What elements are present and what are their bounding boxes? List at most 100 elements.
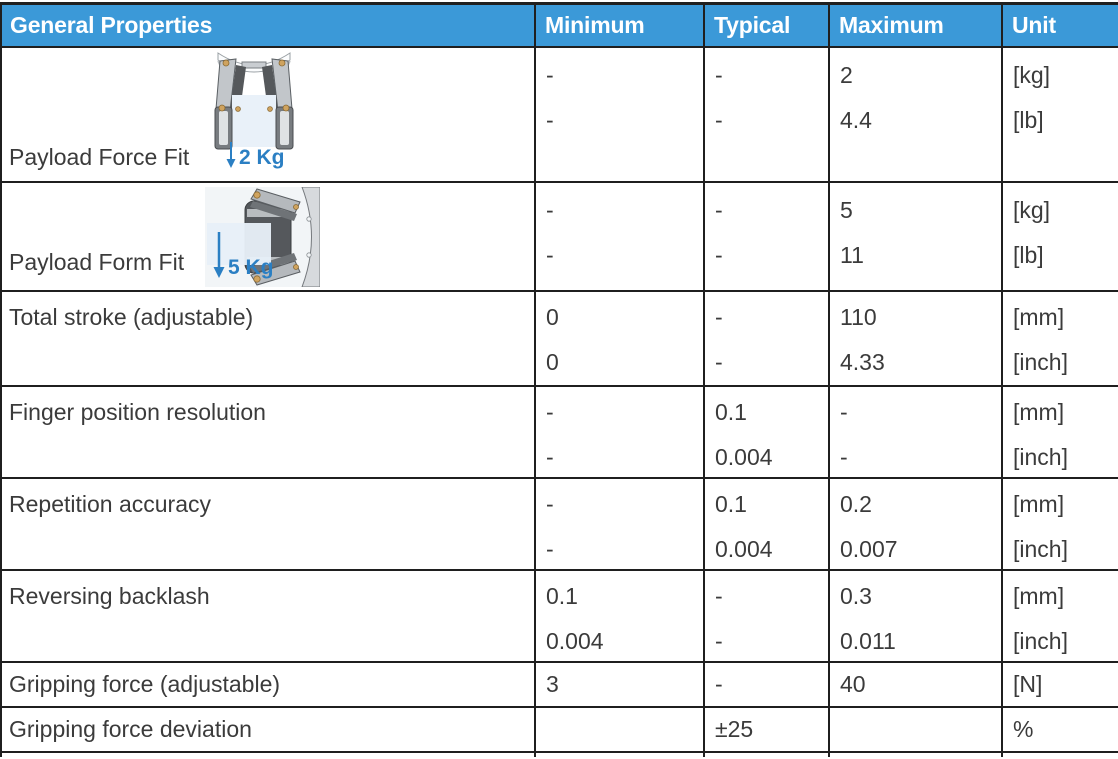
value-line: -: [840, 444, 848, 470]
value-line: 5: [840, 197, 853, 223]
cell-minimum: - -: [536, 479, 705, 571]
value-line: 0.1: [715, 399, 747, 425]
cell-maximum: [830, 708, 1003, 753]
clipped-row-cell: [536, 753, 705, 757]
cell-maximum: 2 4.4: [830, 48, 1003, 183]
value-line: -: [546, 107, 554, 133]
value-line: -: [715, 349, 723, 375]
property-name: Gripping force (adjustable): [9, 671, 281, 697]
unit-line: [mm]: [1013, 399, 1065, 425]
value-line: -: [546, 242, 554, 268]
cell-maximum: 110 4.33: [830, 292, 1003, 387]
cell-typical: 0.1 0.004: [705, 479, 830, 571]
gripper-form-fit-image: [205, 187, 320, 287]
cell-unit: [mm] [inch]: [1003, 479, 1118, 571]
cell-maximum: 5 11: [830, 183, 1003, 292]
value-line: 0: [546, 304, 559, 330]
cell-minimum: - -: [536, 387, 705, 479]
row-reversing-backlash-property: Reversing backlash: [0, 571, 536, 663]
row-payload-form-fit-property: 5 Kg Payload Form Fit: [0, 183, 536, 292]
value-line: -: [546, 62, 554, 88]
value-line: [840, 708, 1001, 751]
row-finger-position-resolution-property: Finger position resolution: [0, 387, 536, 479]
column-header-unit: Unit: [1003, 2, 1118, 48]
value-line: -: [715, 107, 723, 133]
value-line: -: [546, 536, 554, 562]
value-line: 0: [546, 349, 559, 375]
unit-line: [lb]: [1013, 242, 1044, 268]
row-repetition-accuracy-property: Repetition accuracy: [0, 479, 536, 571]
unit-line: [inch]: [1013, 628, 1068, 654]
value-line: ±25: [715, 716, 754, 742]
value-line: -: [546, 197, 554, 223]
property-name: Reversing backlash: [9, 583, 210, 609]
cell-typical: - -: [705, 571, 830, 663]
value-line: -: [715, 304, 723, 330]
cell-minimum: - -: [536, 48, 705, 183]
property-name: Payload Force Fit: [9, 144, 190, 170]
column-header-typical: Typical: [705, 2, 830, 48]
value-line: [546, 708, 703, 751]
value-line: -: [546, 444, 554, 470]
cell-maximum: - -: [830, 387, 1003, 479]
payload-weight-label: 5 Kg: [228, 256, 274, 279]
value-line: -: [715, 628, 723, 654]
row-gripping-force-deviation-property: Gripping force deviation: [0, 708, 536, 753]
value-line: 0.004: [715, 444, 773, 470]
clipped-row-cell: [705, 753, 830, 757]
cell-maximum: 0.3 0.011: [830, 571, 1003, 663]
payload-weight-label: 2 Kg: [239, 146, 285, 169]
unit-line: [lb]: [1013, 107, 1044, 133]
cell-unit: %: [1003, 708, 1118, 753]
value-line: -: [715, 197, 723, 223]
value-line: 2: [840, 62, 853, 88]
unit-line: [inch]: [1013, 444, 1068, 470]
unit-line: [inch]: [1013, 349, 1068, 375]
value-line: -: [840, 399, 848, 425]
cell-typical: - -: [705, 48, 830, 183]
clipped-row-cell: [830, 753, 1003, 757]
payload-capacity-caption: 2 Kg: [226, 142, 285, 168]
cell-minimum: 0.1 0.004: [536, 571, 705, 663]
cell-minimum: [536, 708, 705, 753]
value-line: 0.004: [546, 628, 604, 654]
unit-line: %: [1013, 716, 1034, 742]
value-line: -: [715, 62, 723, 88]
value-line: 4.33: [840, 349, 885, 375]
clipped-row-cell: [0, 753, 536, 757]
property-name: Gripping force deviation: [9, 716, 252, 742]
cell-unit: [kg] [lb]: [1003, 48, 1118, 183]
down-arrow-icon: [226, 142, 236, 168]
unit-line: [mm]: [1013, 583, 1065, 609]
value-line: 0.004: [715, 536, 773, 562]
cell-typical: ±25: [705, 708, 830, 753]
column-header-maximum: Maximum: [830, 2, 1003, 48]
cell-typical: -: [705, 663, 830, 708]
value-line: -: [715, 583, 723, 609]
cell-unit: [kg] [lb]: [1003, 183, 1118, 292]
clipped-row-cell: [1003, 753, 1118, 757]
property-name: Finger position resolution: [9, 399, 266, 425]
cell-unit: [mm] [inch]: [1003, 292, 1118, 387]
property-name: Payload Form Fit: [9, 249, 185, 275]
row-gripping-force-property: Gripping force (adjustable): [0, 663, 536, 708]
value-line: 0.1: [715, 491, 747, 517]
cell-maximum: 40: [830, 663, 1003, 708]
cell-maximum: 0.2 0.007: [830, 479, 1003, 571]
row-payload-force-fit-property: 2 Kg Payload Force Fit: [0, 48, 536, 183]
cell-unit: [N]: [1003, 663, 1118, 708]
value-line: -: [546, 399, 554, 425]
value-line: 110: [840, 304, 877, 330]
column-header-general-properties: General Properties: [0, 2, 536, 48]
value-line: 0.011: [840, 628, 896, 654]
cell-minimum: 3: [536, 663, 705, 708]
property-name: Repetition accuracy: [9, 491, 211, 517]
cell-typical: 0.1 0.004: [705, 387, 830, 479]
value-line: 0.2: [840, 491, 872, 517]
down-arrow-icon: [213, 232, 225, 278]
value-line: 40: [840, 671, 866, 697]
gripper-force-fit-image: [214, 52, 294, 150]
value-line: -: [546, 491, 554, 517]
unit-line: [mm]: [1013, 491, 1065, 517]
